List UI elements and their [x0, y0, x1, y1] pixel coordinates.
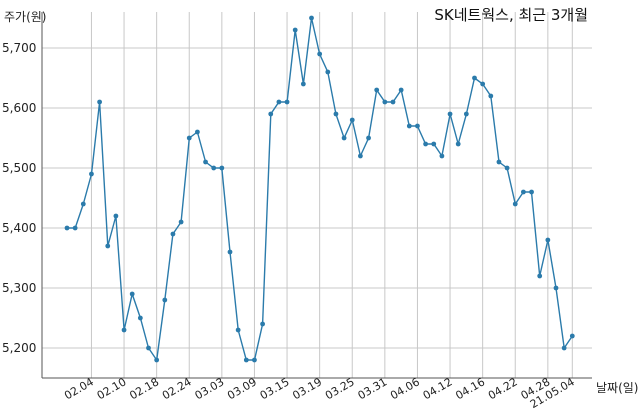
- data-point: [447, 111, 453, 117]
- data-point: [374, 87, 380, 93]
- data-point: [113, 213, 119, 219]
- data-point: [463, 111, 469, 117]
- data-point: [358, 153, 363, 159]
- data-point: [154, 357, 160, 363]
- data-point: [243, 357, 249, 363]
- data-point: [317, 51, 323, 57]
- data-point: [129, 291, 135, 297]
- x-tick-label: 02.18: [127, 375, 161, 402]
- data-point: [406, 123, 412, 129]
- data-point: [521, 189, 526, 195]
- y-tick-label: 5,700: [2, 41, 36, 55]
- data-point: [488, 93, 494, 99]
- data-point: [455, 141, 461, 147]
- x-tick-label: 03.15: [258, 375, 292, 402]
- y-axis-label: 주가(원): [4, 10, 47, 24]
- data-point: [496, 159, 502, 165]
- data-point: [292, 27, 298, 33]
- x-tick-label: 03.09: [225, 375, 259, 402]
- x-tick-label: 04.22: [486, 375, 520, 402]
- data-point: [137, 315, 143, 321]
- data-point: [195, 129, 200, 135]
- data-point: [553, 285, 559, 291]
- data-point: [537, 273, 543, 279]
- data-point: [211, 165, 217, 171]
- data-point: [72, 225, 78, 231]
- data-point: [480, 81, 486, 87]
- data-point: [349, 117, 355, 123]
- x-tick-label: 04.06: [388, 375, 422, 402]
- y-tick-label: 5,400: [2, 221, 36, 235]
- chart-title: SK네트웍스, 최근 3개월: [434, 6, 588, 24]
- data-point: [268, 111, 274, 117]
- y-tick-label: 5,600: [2, 101, 36, 115]
- data-point: [97, 99, 102, 105]
- y-tick-label: 5,300: [2, 281, 36, 295]
- data-point: [80, 201, 86, 207]
- data-point: [431, 141, 437, 147]
- data-point: [504, 165, 510, 171]
- data-point: [146, 345, 151, 351]
- x-tick-label: 02.24: [160, 375, 194, 402]
- data-point: [569, 333, 575, 339]
- data-point: [170, 231, 176, 237]
- x-tick-label: 02.10: [95, 375, 129, 402]
- x-tick-label: 03.19: [290, 375, 324, 402]
- x-tick-label: 02.04: [62, 375, 96, 402]
- data-point: [64, 225, 70, 231]
- data-point: [284, 99, 290, 105]
- data-point: [545, 237, 551, 243]
- data-point: [512, 201, 518, 207]
- data-point: [390, 99, 396, 105]
- x-tick-label: 04.16: [453, 375, 487, 402]
- data-point: [276, 99, 282, 105]
- data-point: [366, 135, 371, 141]
- data-point: [219, 165, 225, 171]
- x-tick-label: 04.12: [421, 375, 455, 402]
- data-point: [203, 159, 208, 165]
- data-point: [398, 87, 404, 93]
- data-point: [439, 153, 445, 159]
- data-point: [178, 219, 184, 225]
- y-tick-label: 5,500: [2, 161, 36, 175]
- x-tick-label: 03.31: [356, 375, 390, 402]
- data-point: [260, 321, 265, 327]
- x-tick-label: 03.25: [323, 375, 357, 402]
- data-point: [300, 81, 306, 87]
- data-point: [472, 75, 477, 81]
- data-point: [341, 135, 347, 141]
- axes: [41, 12, 592, 379]
- grid-lines: [42, 12, 592, 378]
- data-point: [561, 345, 567, 351]
- data-point: [309, 15, 314, 21]
- x-tick-label: 03.03: [193, 375, 227, 402]
- data-point: [235, 327, 241, 333]
- data-point: [325, 69, 331, 75]
- data-point: [529, 189, 534, 195]
- x-axis-label: 날짜(일): [596, 381, 639, 395]
- data-point: [162, 297, 168, 303]
- series-group: [64, 15, 575, 363]
- data-point: [333, 111, 339, 117]
- data-point: [186, 135, 192, 141]
- data-point: [415, 123, 420, 129]
- data-point: [105, 243, 111, 249]
- data-point: [89, 171, 94, 177]
- data-point: [252, 357, 257, 363]
- data-point: [227, 249, 233, 255]
- data-point: [382, 99, 388, 105]
- y-tick-label: 5,200: [2, 341, 36, 355]
- data-point: [423, 141, 428, 147]
- data-point: [121, 327, 127, 333]
